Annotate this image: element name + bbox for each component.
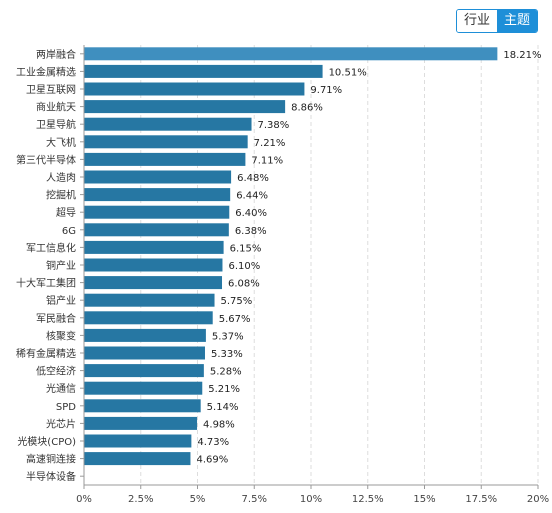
category-label: 6G — [62, 226, 76, 237]
bar[interactable] — [84, 82, 305, 96]
x-tick-label: 15% — [413, 494, 435, 505]
category-label: 十大军工集团 — [16, 277, 76, 290]
x-tick-label: 7.5% — [242, 494, 267, 505]
value-label: 5.75% — [221, 296, 253, 307]
category-toggle: 行业 主题 — [455, 9, 538, 33]
category-label: 超导 — [56, 206, 76, 219]
bar[interactable] — [84, 152, 246, 166]
value-label: 5.37% — [212, 331, 244, 342]
category-label: 光芯片 — [46, 417, 76, 430]
value-label: 9.71% — [310, 85, 342, 96]
value-label: 6.10% — [228, 261, 260, 272]
value-label: 10.51% — [329, 67, 367, 78]
value-label: 6.40% — [235, 208, 267, 219]
bar[interactable] — [84, 399, 201, 413]
value-label: 5.67% — [219, 314, 251, 325]
bar[interactable] — [84, 205, 230, 219]
category-label: 核聚变 — [46, 329, 76, 342]
value-label: 6.44% — [236, 191, 268, 202]
bar[interactable] — [84, 293, 215, 307]
bar[interactable] — [84, 381, 203, 395]
x-tick-label: 12.5% — [352, 494, 384, 505]
value-label: 7.38% — [258, 120, 290, 131]
category-label: 商业航天 — [36, 101, 76, 114]
category-label: SPD — [56, 402, 76, 413]
bar[interactable] — [84, 416, 198, 430]
value-label: 6.38% — [235, 226, 267, 237]
bar[interactable] — [84, 223, 229, 237]
category-label: 人造肉 — [46, 171, 76, 184]
bar[interactable] — [84, 328, 206, 342]
value-label: 6.15% — [230, 243, 262, 254]
toggle-industry-button[interactable]: 行业 — [456, 10, 497, 32]
value-label: 4.73% — [197, 437, 229, 448]
category-label: 稀有金属精选 — [16, 347, 76, 360]
category-label: 军民融合 — [36, 312, 76, 325]
x-tick-label: 20% — [527, 494, 549, 505]
value-label: 6.08% — [228, 279, 260, 290]
x-tick-label: 5% — [190, 494, 206, 505]
category-label: 卫星互联网 — [26, 84, 76, 96]
category-label: 军工信息化 — [26, 241, 76, 254]
category-label: 光通信 — [46, 382, 76, 395]
value-label: 4.69% — [196, 455, 228, 466]
value-label: 5.28% — [210, 367, 242, 378]
category-label: 铝产业 — [46, 294, 76, 307]
bar[interactable] — [84, 170, 232, 184]
bar[interactable] — [84, 346, 205, 360]
bar[interactable] — [84, 311, 213, 325]
bar[interactable] — [84, 47, 498, 61]
bar[interactable] — [84, 64, 323, 78]
bar[interactable] — [84, 364, 204, 378]
category-label: 第三代半导体 — [16, 153, 76, 166]
bar[interactable] — [84, 240, 224, 254]
bar[interactable] — [84, 117, 252, 131]
bar[interactable] — [84, 100, 286, 114]
category-label: 大飞机 — [46, 136, 76, 149]
x-tick-label: 17.5% — [465, 494, 497, 505]
category-label: 半导体设备 — [26, 470, 76, 483]
value-label: 5.14% — [207, 402, 239, 413]
x-tick-label: 2.5% — [128, 494, 153, 505]
bar[interactable] — [84, 434, 192, 448]
value-label: 7.21% — [254, 138, 286, 149]
category-label: 高速铜连接 — [26, 453, 76, 466]
value-label: 18.21% — [503, 50, 541, 61]
value-label: 5.33% — [211, 349, 243, 360]
bar[interactable] — [84, 135, 248, 149]
value-label: 8.86% — [291, 103, 323, 114]
category-label: 两岸融合 — [36, 48, 76, 61]
bar[interactable] — [84, 276, 223, 290]
value-label: 7.11% — [251, 155, 283, 166]
value-label: 5.21% — [208, 384, 240, 395]
bar[interactable] — [84, 188, 231, 202]
toggle-theme-button[interactable]: 主题 — [496, 10, 537, 32]
value-label: 4.98% — [203, 419, 235, 430]
category-label: 低空经济 — [36, 365, 76, 378]
bar[interactable] — [84, 258, 223, 272]
x-tick-label: 10% — [300, 494, 322, 505]
x-tick-label: 0% — [76, 494, 92, 505]
category-label: 工业金属精选 — [16, 65, 76, 78]
category-label: 铜产业 — [46, 259, 76, 272]
category-label: 光模块(CPO) — [17, 435, 76, 448]
bar[interactable] — [84, 452, 191, 466]
category-label: 卫星导航 — [36, 118, 76, 131]
value-label: 6.48% — [237, 173, 269, 184]
category-label: 挖掘机 — [46, 189, 76, 202]
